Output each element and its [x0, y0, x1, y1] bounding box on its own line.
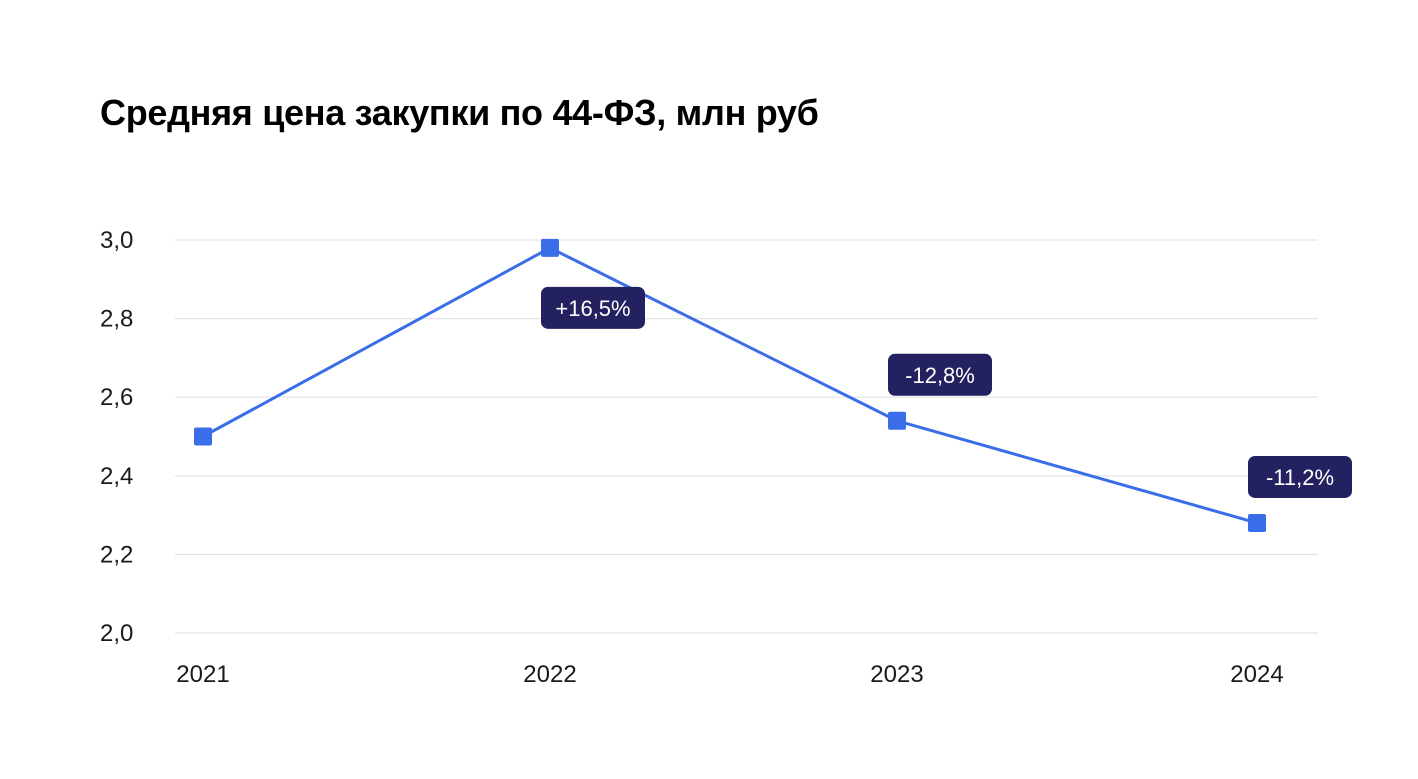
y-axis-ticks: 2,0 2,2 2,4 2,6 2,8 3,0	[100, 227, 133, 647]
change-badge: -12,8%	[888, 353, 992, 396]
data-point-marker	[194, 427, 212, 446]
y-tick-label: 2,4	[100, 463, 133, 490]
series-line	[202, 246, 1258, 525]
y-tick-label: 2,0	[100, 620, 133, 647]
x-tick-label: 2023	[870, 661, 923, 688]
change-badge-label: +16,5%	[555, 296, 630, 321]
change-badge: -11,2%	[1248, 455, 1352, 498]
data-point-marker	[1248, 513, 1266, 532]
data-point-marker	[541, 238, 559, 257]
grid-lines	[175, 239, 1318, 634]
change-badge-label: -11,2%	[1266, 465, 1334, 490]
change-badge-label: -12,8%	[905, 363, 975, 388]
series-markers	[194, 238, 1266, 532]
chart-title: Средняя цена закупки по 44-ФЗ, млн руб	[100, 92, 819, 133]
change-badge-bg	[541, 286, 645, 329]
series-line-path	[202, 246, 1258, 525]
annotations: +16,5% -12,8% -11,2%	[541, 286, 1352, 498]
y-tick-label: 2,2	[100, 541, 133, 568]
data-point-marker	[888, 411, 906, 430]
x-tick-label: 2021	[176, 661, 229, 688]
x-tick-label: 2022	[523, 661, 576, 688]
y-tick-label: 2,6	[100, 384, 133, 411]
x-axis-ticks: 2021 2022 2023 2024	[176, 661, 1283, 688]
x-tick-label: 2024	[1230, 661, 1283, 688]
y-tick-label: 3,0	[100, 227, 133, 254]
change-badge: +16,5%	[541, 286, 645, 329]
y-tick-label: 2,8	[100, 306, 133, 333]
change-badge-bg	[888, 353, 992, 396]
change-badge-bg	[1248, 455, 1352, 498]
